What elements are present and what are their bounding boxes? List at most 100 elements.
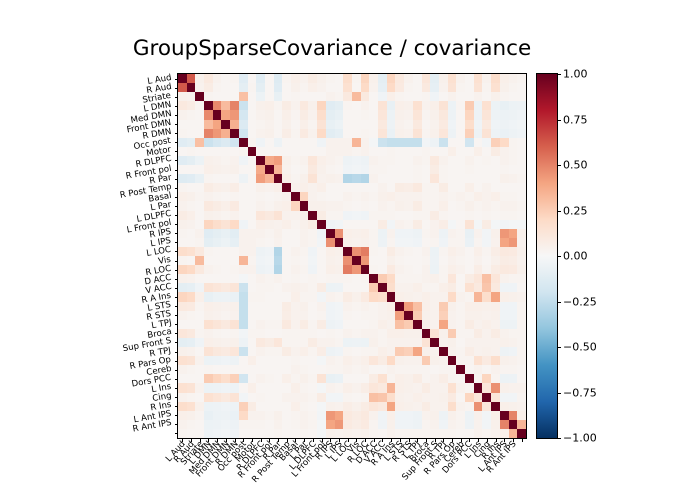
matrix-cell <box>308 319 318 329</box>
matrix-cell <box>369 192 379 202</box>
matrix-cell <box>360 201 370 211</box>
matrix-cell <box>517 110 526 120</box>
matrix-cell <box>334 410 344 420</box>
matrix-cell <box>230 74 239 84</box>
matrix-cell <box>308 183 318 193</box>
matrix-cell <box>256 210 265 220</box>
matrix-cell <box>247 274 257 284</box>
matrix-cell <box>256 374 265 384</box>
matrix-cell <box>360 146 370 156</box>
matrix-cell <box>378 83 387 93</box>
matrix-cell <box>178 328 187 338</box>
matrix-cell <box>299 92 309 102</box>
colorbar-tick-label: −1.00 <box>563 431 597 445</box>
matrix-cell <box>378 256 387 266</box>
matrix-cell <box>273 174 283 184</box>
matrix-cell <box>221 274 231 284</box>
matrix-cell <box>438 137 448 147</box>
x-axis-tick-mark <box>504 438 506 442</box>
matrix-cell <box>247 292 257 302</box>
matrix-cell <box>178 383 187 393</box>
matrix-cell <box>273 283 283 293</box>
matrix-cell <box>256 183 265 193</box>
matrix-cell <box>247 374 257 384</box>
matrix-cell <box>212 174 222 184</box>
matrix-cell <box>195 356 205 366</box>
matrix-cell <box>221 365 231 375</box>
matrix-cell <box>178 310 187 320</box>
x-axis-tick-mark <box>217 438 219 442</box>
matrix-cell <box>273 292 283 302</box>
matrix-cell <box>499 246 509 256</box>
matrix-cell <box>351 146 361 156</box>
matrix-cell <box>517 128 526 138</box>
matrix-cell <box>230 356 239 366</box>
matrix-cell <box>204 383 213 393</box>
matrix-cell <box>456 347 466 357</box>
matrix-cell <box>325 155 335 165</box>
matrix-cell <box>282 146 292 156</box>
matrix-cell <box>195 374 205 384</box>
matrix-cell <box>412 92 422 102</box>
matrix-cell <box>221 347 231 357</box>
matrix-cell <box>430 246 439 256</box>
matrix-cell <box>517 328 526 338</box>
matrix-cell <box>517 74 526 84</box>
matrix-cell <box>325 292 335 302</box>
matrix-cell <box>247 283 257 293</box>
matrix-cell <box>369 83 379 93</box>
matrix-cell <box>395 337 405 347</box>
matrix-cell <box>317 337 326 347</box>
matrix-cell <box>204 365 213 375</box>
matrix-cell <box>343 155 352 165</box>
matrix-cell <box>238 356 248 366</box>
matrix-cell <box>238 347 248 357</box>
matrix-cell <box>204 292 213 302</box>
matrix-cell <box>369 410 379 420</box>
matrix-cell <box>256 392 265 402</box>
matrix-cell <box>456 283 466 293</box>
matrix-cell <box>412 328 422 338</box>
matrix-cell <box>369 383 379 393</box>
matrix-cell <box>238 392 248 402</box>
matrix-cell <box>386 292 396 302</box>
matrix-cell <box>256 146 265 156</box>
matrix-cell <box>221 374 231 384</box>
matrix-cell <box>343 192 352 202</box>
matrix-cell <box>351 374 361 384</box>
covariance-matrix[interactable] <box>178 74 526 438</box>
matrix-cell <box>282 328 292 338</box>
chart-title: GroupSparseCovariance / covariance <box>132 36 532 61</box>
matrix-cell <box>447 128 457 138</box>
heatmap-axes[interactable] <box>174 73 527 442</box>
matrix-cell <box>325 74 335 84</box>
matrix-cell <box>404 137 413 147</box>
matrix-cell <box>334 83 344 93</box>
matrix-cell <box>325 201 335 211</box>
matrix-cell <box>238 219 248 229</box>
matrix-cell <box>395 328 405 338</box>
matrix-cell <box>343 183 352 193</box>
colorbar-tick-label: 0.25 <box>563 204 588 217</box>
matrix-cell <box>482 392 492 402</box>
matrix-cell <box>412 292 422 302</box>
matrix-cell <box>508 283 518 293</box>
matrix-cell <box>264 192 274 202</box>
matrix-cell <box>256 165 265 175</box>
matrix-cell <box>178 347 187 357</box>
matrix-cell <box>447 83 457 93</box>
matrix-cell <box>256 356 265 366</box>
matrix-cell <box>178 365 187 375</box>
matrix-cell <box>386 119 396 129</box>
matrix-cell <box>178 392 187 402</box>
colorbar[interactable]: 1.00 0.75 0.50 0.25 0.00 −0.25 −0.50 −0.75 −1.00 <box>536 68 597 445</box>
matrix-cell <box>447 374 457 384</box>
matrix-cell <box>273 265 283 275</box>
matrix-cell <box>491 265 500 275</box>
matrix-cell <box>465 347 474 357</box>
x-axis-tick-mark <box>399 438 401 442</box>
matrix-cell <box>508 428 518 438</box>
y-axis-tick-mark <box>174 105 178 107</box>
matrix-cell <box>178 210 187 220</box>
matrix-cell <box>369 319 379 329</box>
